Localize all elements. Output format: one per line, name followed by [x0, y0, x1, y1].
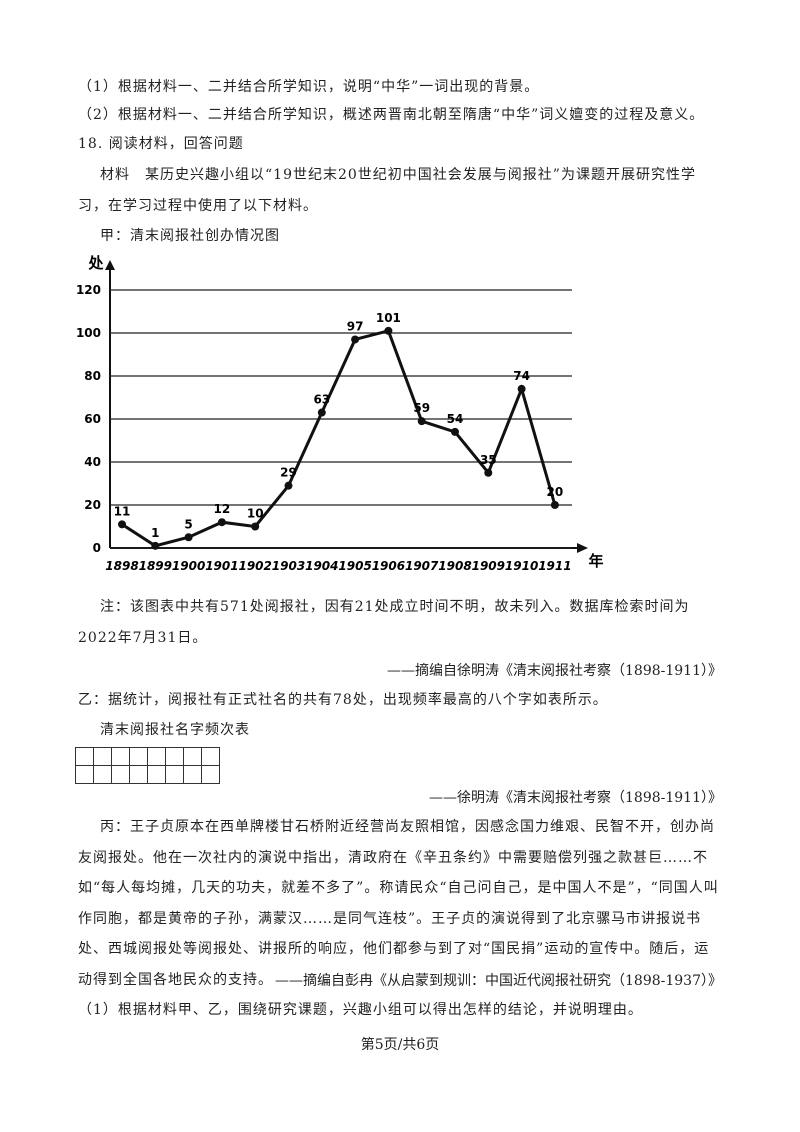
x-tick-label: 1899: [139, 559, 172, 573]
data-label: 29: [280, 466, 297, 480]
paragraph: 乙：据统计，阅报社有正式社名的共有78处，出现频率最高的八个字如表所示。: [78, 692, 608, 708]
question: （1）根据材料一、二并结合所学知识，说明“中华”一词出现的背景。: [78, 79, 540, 95]
data-label: 12: [214, 502, 231, 516]
data-label: 97: [347, 319, 364, 333]
data-label: 35: [480, 453, 497, 467]
x-tick-label: 1900: [172, 559, 205, 573]
data-label: 54: [447, 412, 464, 426]
data-label: 1: [151, 526, 159, 540]
x-tick-label: 1902: [238, 559, 271, 573]
y-tick-label: 40: [84, 455, 101, 469]
source: ——摘编自徐明涛《清末阅报社考察（1898-1911）》: [387, 663, 722, 679]
data-label: 101: [376, 311, 401, 325]
x-tick-label: 1898: [105, 559, 138, 573]
x-tick-label: 1910: [505, 559, 538, 573]
source: ——摘编自彭冉《从启蒙到规训：中国近代阅报社研究（1898-1937）》: [275, 973, 722, 989]
x-axis-label: 年: [588, 552, 603, 570]
question-title: 18. 阅读材料，回答问题: [78, 136, 244, 152]
data-point: [451, 427, 459, 436]
table: [75, 747, 220, 784]
x-tick-label: 1908: [438, 559, 471, 573]
x-tick-label: 1904: [305, 559, 338, 573]
x-tick-label: 1903: [272, 559, 305, 573]
data-point: [251, 522, 260, 531]
x-tick-label: 1909: [472, 559, 505, 573]
data-point: [184, 533, 193, 542]
source: ——徐明涛《清末阅报社考察（1898-1911）》: [429, 790, 722, 806]
x-tick-label: 1911: [538, 559, 571, 573]
axis-arrow: [105, 260, 115, 270]
data-point: [550, 501, 559, 509]
data-point: [384, 326, 393, 335]
y-axis-label: 处: [87, 254, 104, 272]
data-point: [151, 541, 160, 550]
question: （2）根据材料一、二并结合所学知识，概述两晋南北朝至隋唐“中华”词义嬗变的过程及…: [78, 107, 705, 123]
y-tick-label: 80: [84, 369, 101, 383]
question: （1）根据材料甲、乙，围绕研究课题，兴趣小组可以得出怎样的结论，并说明理由。: [78, 1002, 643, 1018]
y-tick-label: 100: [76, 326, 101, 340]
y-tick-label: 0: [93, 541, 101, 555]
data-line: [121, 329, 557, 548]
data-point: [417, 417, 426, 426]
data-label: 11: [114, 504, 131, 518]
data-label: 20: [547, 485, 564, 499]
paragraph: 丙：王子贞原本在西单牌楼甘石桥附近经营尚友照相馆，因感念国力维艰、民智不开，创办…: [78, 819, 719, 988]
x-tick-label: 1907: [405, 559, 439, 573]
data-point: [484, 468, 493, 477]
y-tick-label: 20: [84, 498, 101, 512]
note: 注：该图表中共有571处阅报社，因有21处成立时间不明，故未列入。数据库检索时间…: [78, 599, 690, 646]
y-tick-label: 120: [76, 283, 101, 297]
data-label: 59: [413, 401, 430, 415]
caption: 清末阅报社名字频次表: [100, 722, 250, 738]
data-point: [317, 408, 326, 417]
paragraph: 材料 某历史兴趣小组以“19世纪末20世纪初中国社会发展与阅报社”为课题开展研究…: [78, 167, 696, 214]
data-point: [118, 520, 126, 529]
footer: 第5页/共6页: [360, 1037, 440, 1053]
caption: 甲：清末阅报社创办情况图: [100, 228, 280, 244]
axis-arrow: [577, 543, 588, 553]
data-point: [517, 384, 526, 393]
data-label: 10: [247, 507, 264, 521]
data-label: 5: [184, 517, 192, 531]
data-point: [351, 335, 360, 344]
x-tick-label: 1901: [205, 559, 238, 573]
data-label: 74: [513, 369, 530, 383]
data-point: [217, 518, 226, 527]
y-tick-label: 60: [84, 412, 101, 426]
x-tick-label: 1905: [338, 559, 371, 573]
x-tick-label: 1906: [372, 559, 405, 573]
data-point: [284, 481, 293, 490]
data-label: 63: [313, 393, 330, 407]
